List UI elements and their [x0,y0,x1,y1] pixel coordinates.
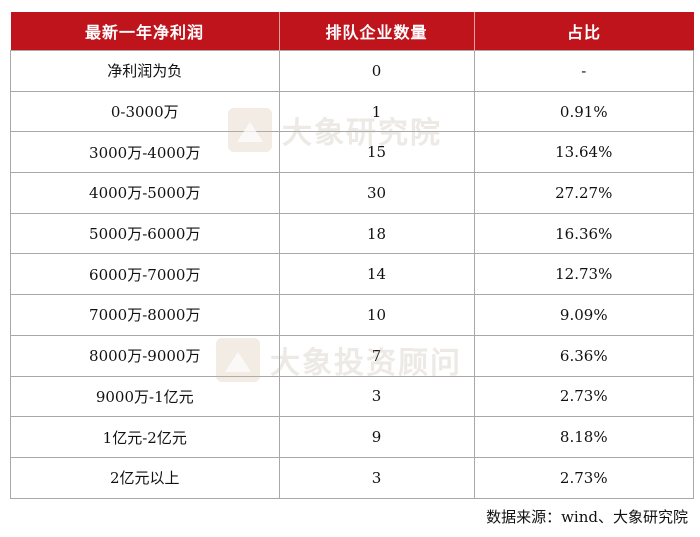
cell-count: 18 [278,212,475,255]
header-share: 占比 [474,12,694,51]
cell-range: 9000万-1亿元 [10,375,280,418]
cell-range: 0-3000万 [10,90,280,133]
data-table-container: 最新一年净利润 排队企业数量 占比 净利润为负 0- 0-3000万 1 0.91% … [10,12,694,499]
table-header-row: 最新一年净利润 排队企业数量 占比 [10,12,694,51]
table-row: 1亿元-2亿元 9 8.18% [10,416,694,458]
header-net-profit: 最新一年净利润 [10,12,280,51]
cell-range: 7000万-8000万 [10,294,280,336]
cell-share: 9.09% [473,294,694,336]
cell-range: 6000万-7000万 [10,253,280,296]
table-row: 净利润为负 0- [10,50,694,92]
table-row: 5000万-6000万 18 16.36% [10,212,694,255]
cell-count: 14 [278,253,475,296]
cell-range: 4000万-5000万 [10,172,280,214]
table-row: 6000万-7000万 14 12.73% [10,253,694,296]
cell-count: 0 [278,50,475,92]
cell-range: 3000万-4000万 [10,131,280,174]
cell-range: 1亿元-2亿元 [10,416,280,458]
cell-share: 6.36% [473,334,694,377]
cell-count: 15 [278,131,475,174]
cell-share: 12.73% [473,253,694,296]
cell-count: 1 [278,90,475,133]
cell-count: 9 [278,416,475,458]
cell-range: 净利润为负 [10,50,280,92]
table-row: 7000万-8000万 10 9.09% [10,294,694,336]
cell-share: 8.18% [473,416,694,458]
cell-share: 13.64% [473,131,694,174]
cell-count: 10 [278,294,475,336]
table-row: 3000万-4000万 15 13.64% [10,131,694,174]
data-source-note: 数据来源：wind、大象研究院 [486,508,688,526]
cell-share: 2.73% [473,375,694,418]
cell-share: - [473,50,694,92]
table-row: 0-3000万 1 0.91% [10,90,694,133]
cell-range: 5000万-6000万 [10,212,280,255]
cell-share: 2.73% [473,456,694,499]
table-row: 8000万-9000万 7 6.36% [10,334,694,377]
cell-range: 8000万-9000万 [10,334,280,377]
cell-count: 3 [278,375,475,418]
table-row: 9000万-1亿元 3 2.73% [10,375,694,418]
table-row: 4000万-5000万 30 27.27% [10,172,694,214]
cell-count: 7 [278,334,475,377]
table-row: 2亿元以上 3 2.73% [10,456,694,499]
cell-share: 27.27% [473,172,694,214]
cell-count: 3 [278,456,475,499]
profit-distribution-table: 最新一年净利润 排队企业数量 占比 净利润为负 0- 0-3000万 1 0.91% … [10,12,694,499]
cell-range: 2亿元以上 [10,456,280,499]
cell-count: 30 [278,172,475,214]
cell-share: 0.91% [473,90,694,133]
cell-share: 16.36% [473,212,694,255]
header-queue-count: 排队企业数量 [279,12,475,51]
